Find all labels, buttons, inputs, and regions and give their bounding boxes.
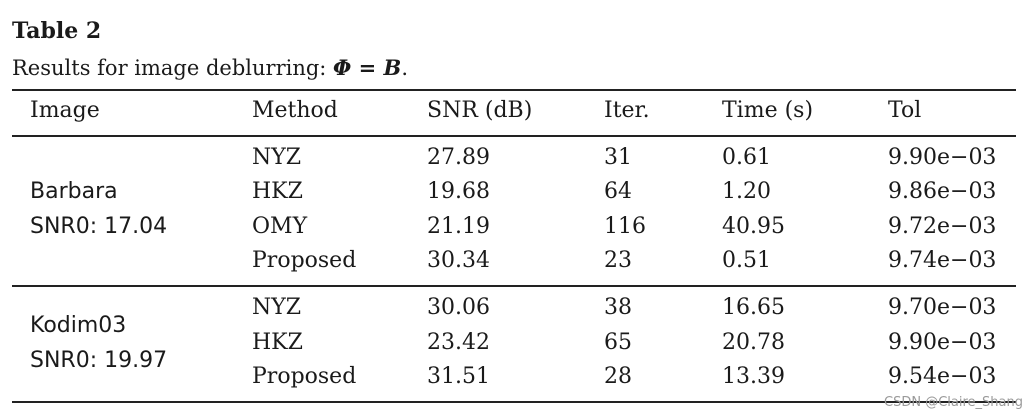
header-tol: Tol [888,98,922,123]
table-cell-iter: 28 [604,364,632,389]
table-bottom-rule [12,401,1016,403]
group-snr0-kodim03: SNR0: 19.97 [30,348,168,373]
caption-math: Φ = B [333,55,402,80]
table-cell-iter: 65 [604,330,632,355]
table-cell-snr: 21.19 [427,214,490,239]
table-cell-tol: 9.54e−03 [888,364,997,389]
table-cell-iter: 116 [604,214,646,239]
table-cell-time: 0.61 [722,145,771,170]
table-cell-method: NYZ [252,145,302,170]
table-cell-tol: 9.72e−03 [888,214,997,239]
table-cell-snr: 31.51 [427,364,490,389]
caption-suffix: . [401,56,408,80]
table-cell-tol: 9.90e−03 [888,145,997,170]
table-cell-time: 20.78 [722,330,785,355]
group-snr0-barbara: SNR0: 17.04 [30,214,168,239]
group-image-barbara: Barbara [30,179,118,204]
table-cell-method: Proposed [252,364,357,389]
table-cell-method: HKZ [252,179,303,204]
table-cell-snr: 23.42 [427,330,490,355]
header-snr: SNR (dB) [427,98,533,123]
header-iter: Iter. [604,98,650,123]
table-cell-time: 16.65 [722,295,785,320]
header-image: Image [30,98,100,123]
table-cell-tol: 9.70e−03 [888,295,997,320]
table-cell-snr: 27.89 [427,145,490,170]
table-cell-time: 40.95 [722,214,785,239]
watermark: CSDN @Claire_Shang [884,395,1023,410]
table-cell-snr: 19.68 [427,179,490,204]
table-cell-method: HKZ [252,330,303,355]
group-image-kodim03: Kodim03 [30,313,127,338]
table-cell-iter: 64 [604,179,632,204]
group-divider-rule [12,285,1016,287]
table-cell-iter: 31 [604,145,632,170]
caption-text: Results for image deblurring: [12,56,334,80]
table-cell-snr: 30.34 [427,248,490,273]
table-top-rule [12,89,1016,91]
table-cell-time: 13.39 [722,364,785,389]
table-cell-method: Proposed [252,248,357,273]
table-cell-tol: 9.74e−03 [888,248,997,273]
table-cell-method: NYZ [252,295,302,320]
table-cell-tol: 9.90e−03 [888,330,997,355]
table-cell-iter: 23 [604,248,632,273]
header-rule [12,135,1016,137]
table-cell-time: 1.20 [722,179,771,204]
table-cell-iter: 38 [604,295,632,320]
table-caption-label: Table 2 [12,18,102,44]
table-cell-time: 0.51 [722,248,771,273]
table-caption: Results for image deblurring: Φ = B. [12,55,408,80]
table-cell-snr: 30.06 [427,295,490,320]
header-time: Time (s) [722,98,814,123]
table-cell-method: OMY [252,214,308,239]
table-cell-tol: 9.86e−03 [888,179,997,204]
header-method: Method [252,98,338,123]
